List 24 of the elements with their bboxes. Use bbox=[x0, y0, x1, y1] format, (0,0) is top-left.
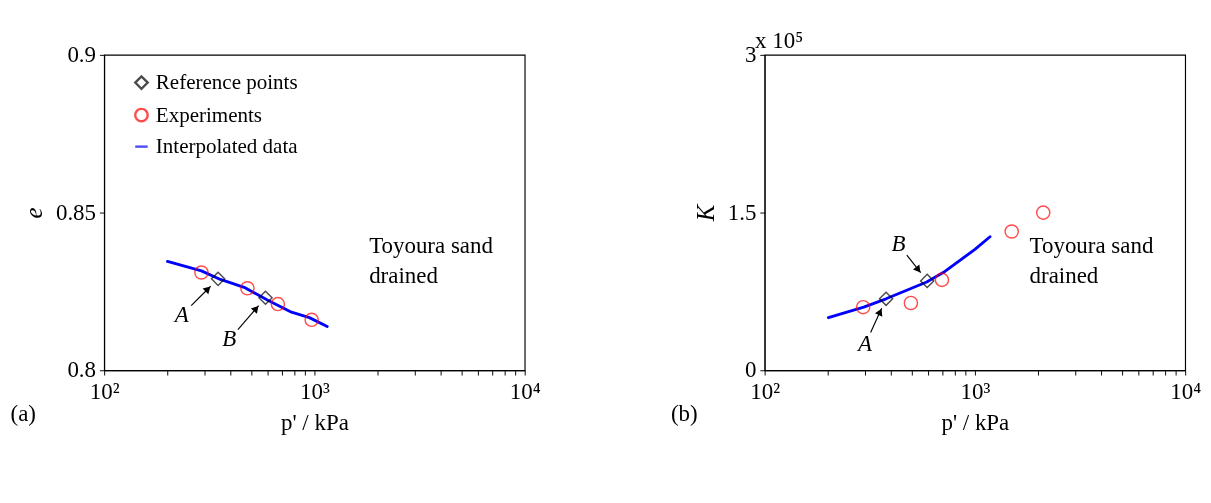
text: x 10⁵ bbox=[755, 28, 804, 54]
y-tick-label: 0.85 bbox=[55, 199, 97, 225]
y-tick-label: 1.5 bbox=[727, 199, 757, 225]
y-axis-title: K bbox=[691, 203, 719, 223]
x-tick-label: 10⁴ bbox=[1170, 379, 1202, 405]
y-tick-label: 0.9 bbox=[67, 42, 97, 68]
y-axis-title: e bbox=[19, 207, 47, 219]
annotation: A bbox=[172, 301, 190, 327]
annotation: B bbox=[891, 231, 906, 257]
x-axis-title: p' / kPa bbox=[281, 410, 349, 436]
annotation: B bbox=[222, 326, 237, 352]
x-tick-label: 10³ bbox=[300, 379, 330, 405]
legend-label: Reference points bbox=[155, 70, 298, 95]
text: (b) bbox=[670, 400, 698, 426]
x-axis-title: p' / kPa bbox=[941, 410, 1010, 436]
y-tick-label: 3 bbox=[745, 42, 757, 68]
text: (a) bbox=[10, 400, 36, 426]
legend-label: Experiments bbox=[155, 102, 263, 127]
annotation: A bbox=[856, 331, 874, 357]
x-tick-label: 10³ bbox=[960, 379, 991, 405]
legend-label: Interpolated data bbox=[155, 134, 299, 159]
annotation: Toyoura sand drained bbox=[369, 232, 494, 289]
x-tick-label: 10⁴ bbox=[509, 379, 541, 405]
annotation: Toyoura sand drained bbox=[1029, 232, 1154, 289]
